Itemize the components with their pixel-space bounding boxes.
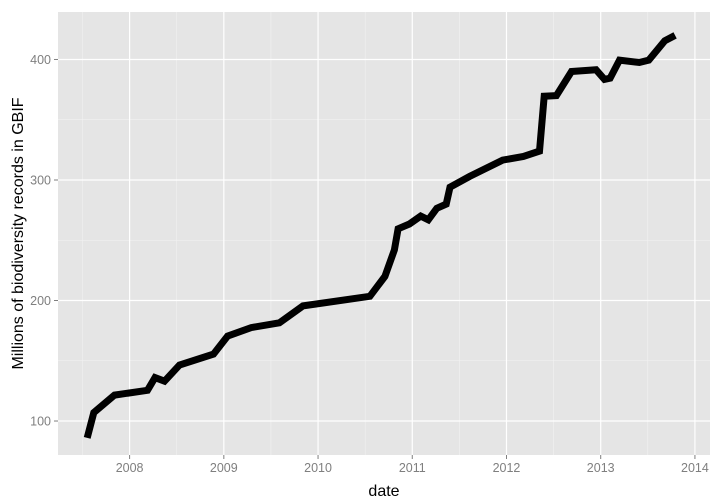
x-tick-label: 2014	[681, 461, 709, 475]
y-tick-label: 200	[30, 294, 51, 308]
x-axis-title: date	[368, 483, 399, 500]
y-tick-label: 400	[30, 53, 51, 67]
minor-gridlines	[58, 12, 710, 455]
y-tick-label: 300	[30, 173, 51, 187]
x-tick-label: 2013	[587, 461, 615, 475]
x-tick-label: 2009	[210, 461, 238, 475]
series-line	[83, 32, 677, 439]
x-axis: 2008 2009 2010 2011 2012 2013 2014	[116, 455, 709, 475]
x-tick-label: 2012	[493, 461, 521, 475]
x-tick-label: 2008	[116, 461, 144, 475]
major-gridlines	[58, 12, 710, 455]
y-axis: 100 200 300 400	[30, 53, 58, 429]
x-tick-label: 2010	[304, 461, 332, 475]
x-tick-label: 2011	[399, 461, 426, 475]
y-tick-label: 100	[30, 415, 51, 429]
y-axis-title: Millions of biodiversity records in GBIF	[10, 97, 27, 369]
